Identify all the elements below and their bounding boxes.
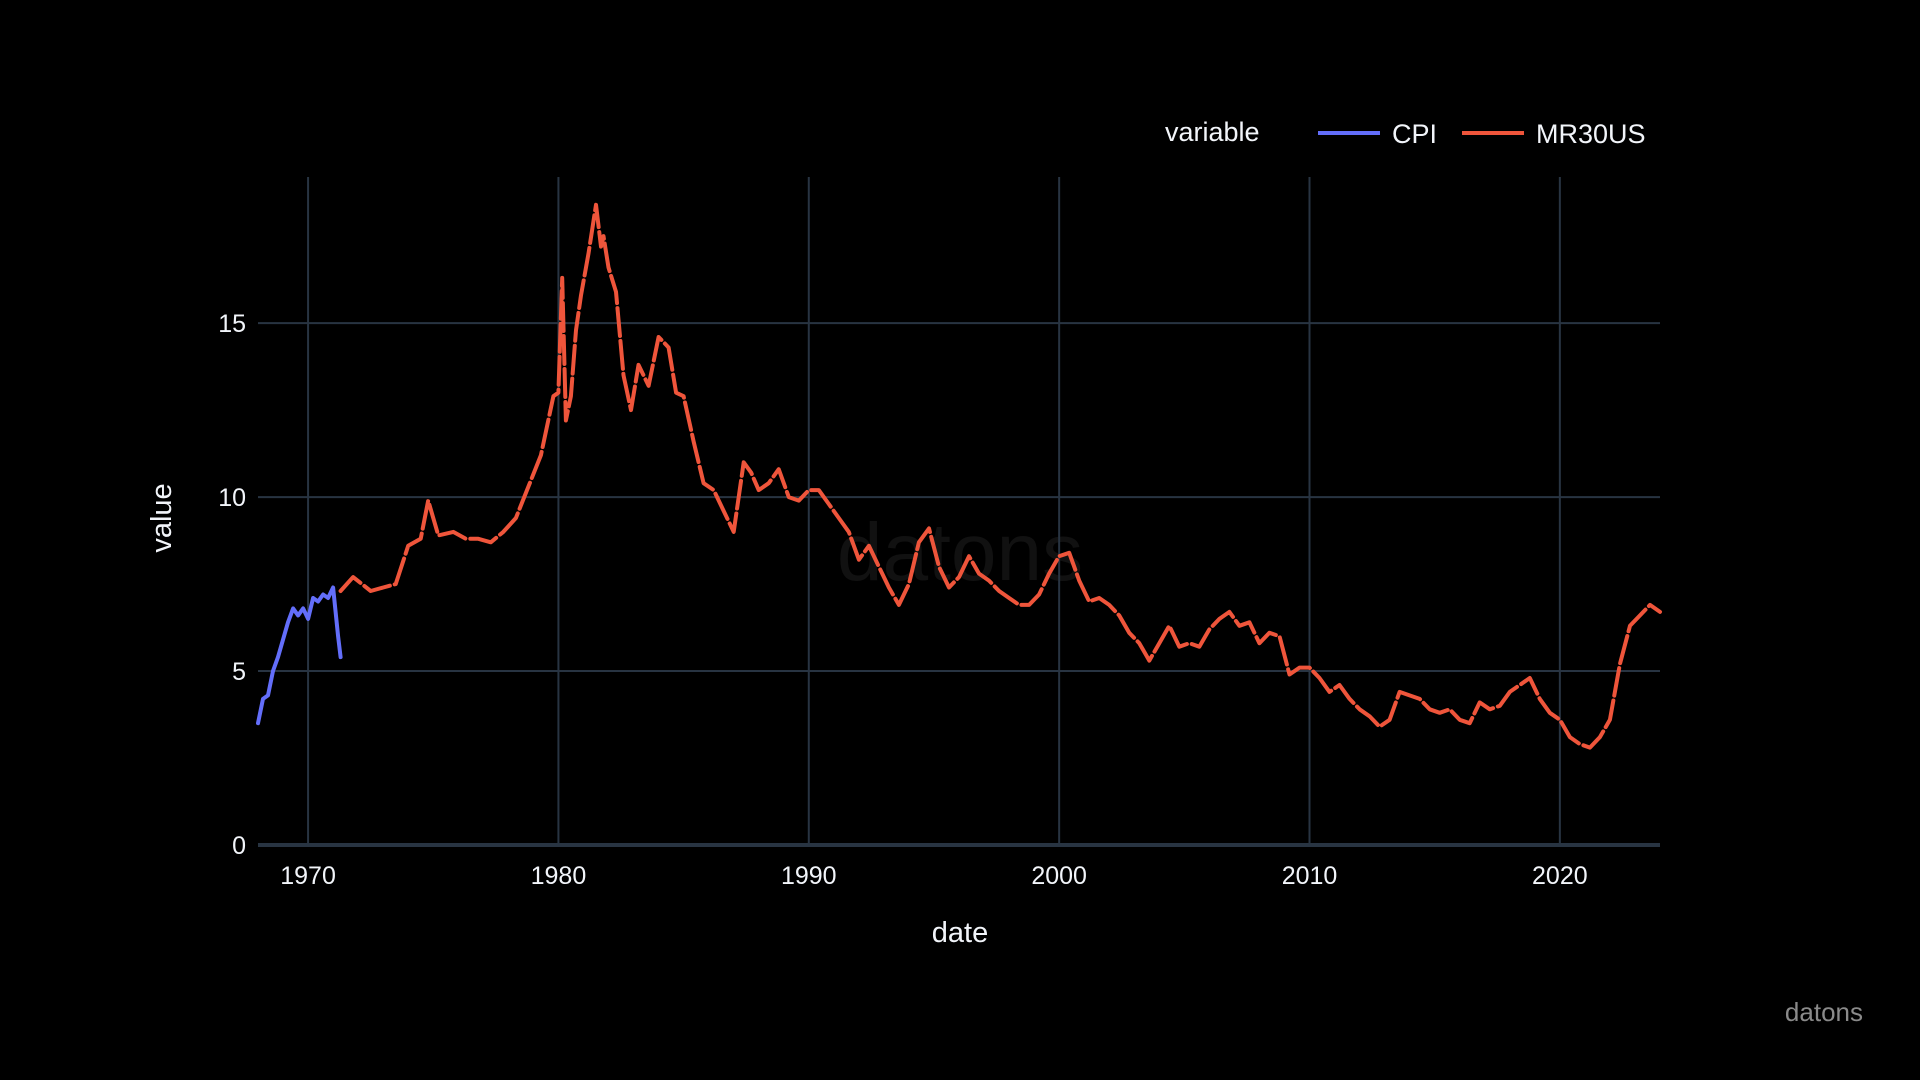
legend-cpi-label: CPI xyxy=(1392,119,1437,149)
x-tick-label-2000: 2000 xyxy=(1031,862,1087,890)
y-tick-label-15: 15 xyxy=(218,310,246,338)
series-line-mr30us xyxy=(338,202,1662,750)
series-layer xyxy=(256,202,1662,750)
x-tick-label-1990: 1990 xyxy=(781,862,837,890)
series-line-cpi xyxy=(256,585,343,726)
legend-mr30us-label: MR30US xyxy=(1536,119,1646,149)
axis-layer: 1970 1980 1990 2000 2010 2020 0 5 10 15 xyxy=(218,310,1660,890)
x-axis-title: date xyxy=(932,917,988,949)
x-tick-label-2020: 2020 xyxy=(1532,862,1588,890)
y-tick-label-10: 10 xyxy=(218,484,246,512)
y-tick-label-5: 5 xyxy=(232,658,246,686)
x-tick-label-2010: 2010 xyxy=(1282,862,1338,890)
x-tick-label-1970: 1970 xyxy=(280,862,336,890)
y-axis-title: value xyxy=(146,483,178,552)
legend: variable CPI MR30US xyxy=(1165,117,1646,149)
x-tick-label-1980: 1980 xyxy=(531,862,587,890)
legend-title: variable xyxy=(1165,117,1260,147)
y-tick-label-0: 0 xyxy=(232,832,246,860)
center-watermark: datons xyxy=(837,507,1083,598)
grid-layer xyxy=(258,177,1660,845)
datons-watermark: datons xyxy=(1785,997,1863,1027)
